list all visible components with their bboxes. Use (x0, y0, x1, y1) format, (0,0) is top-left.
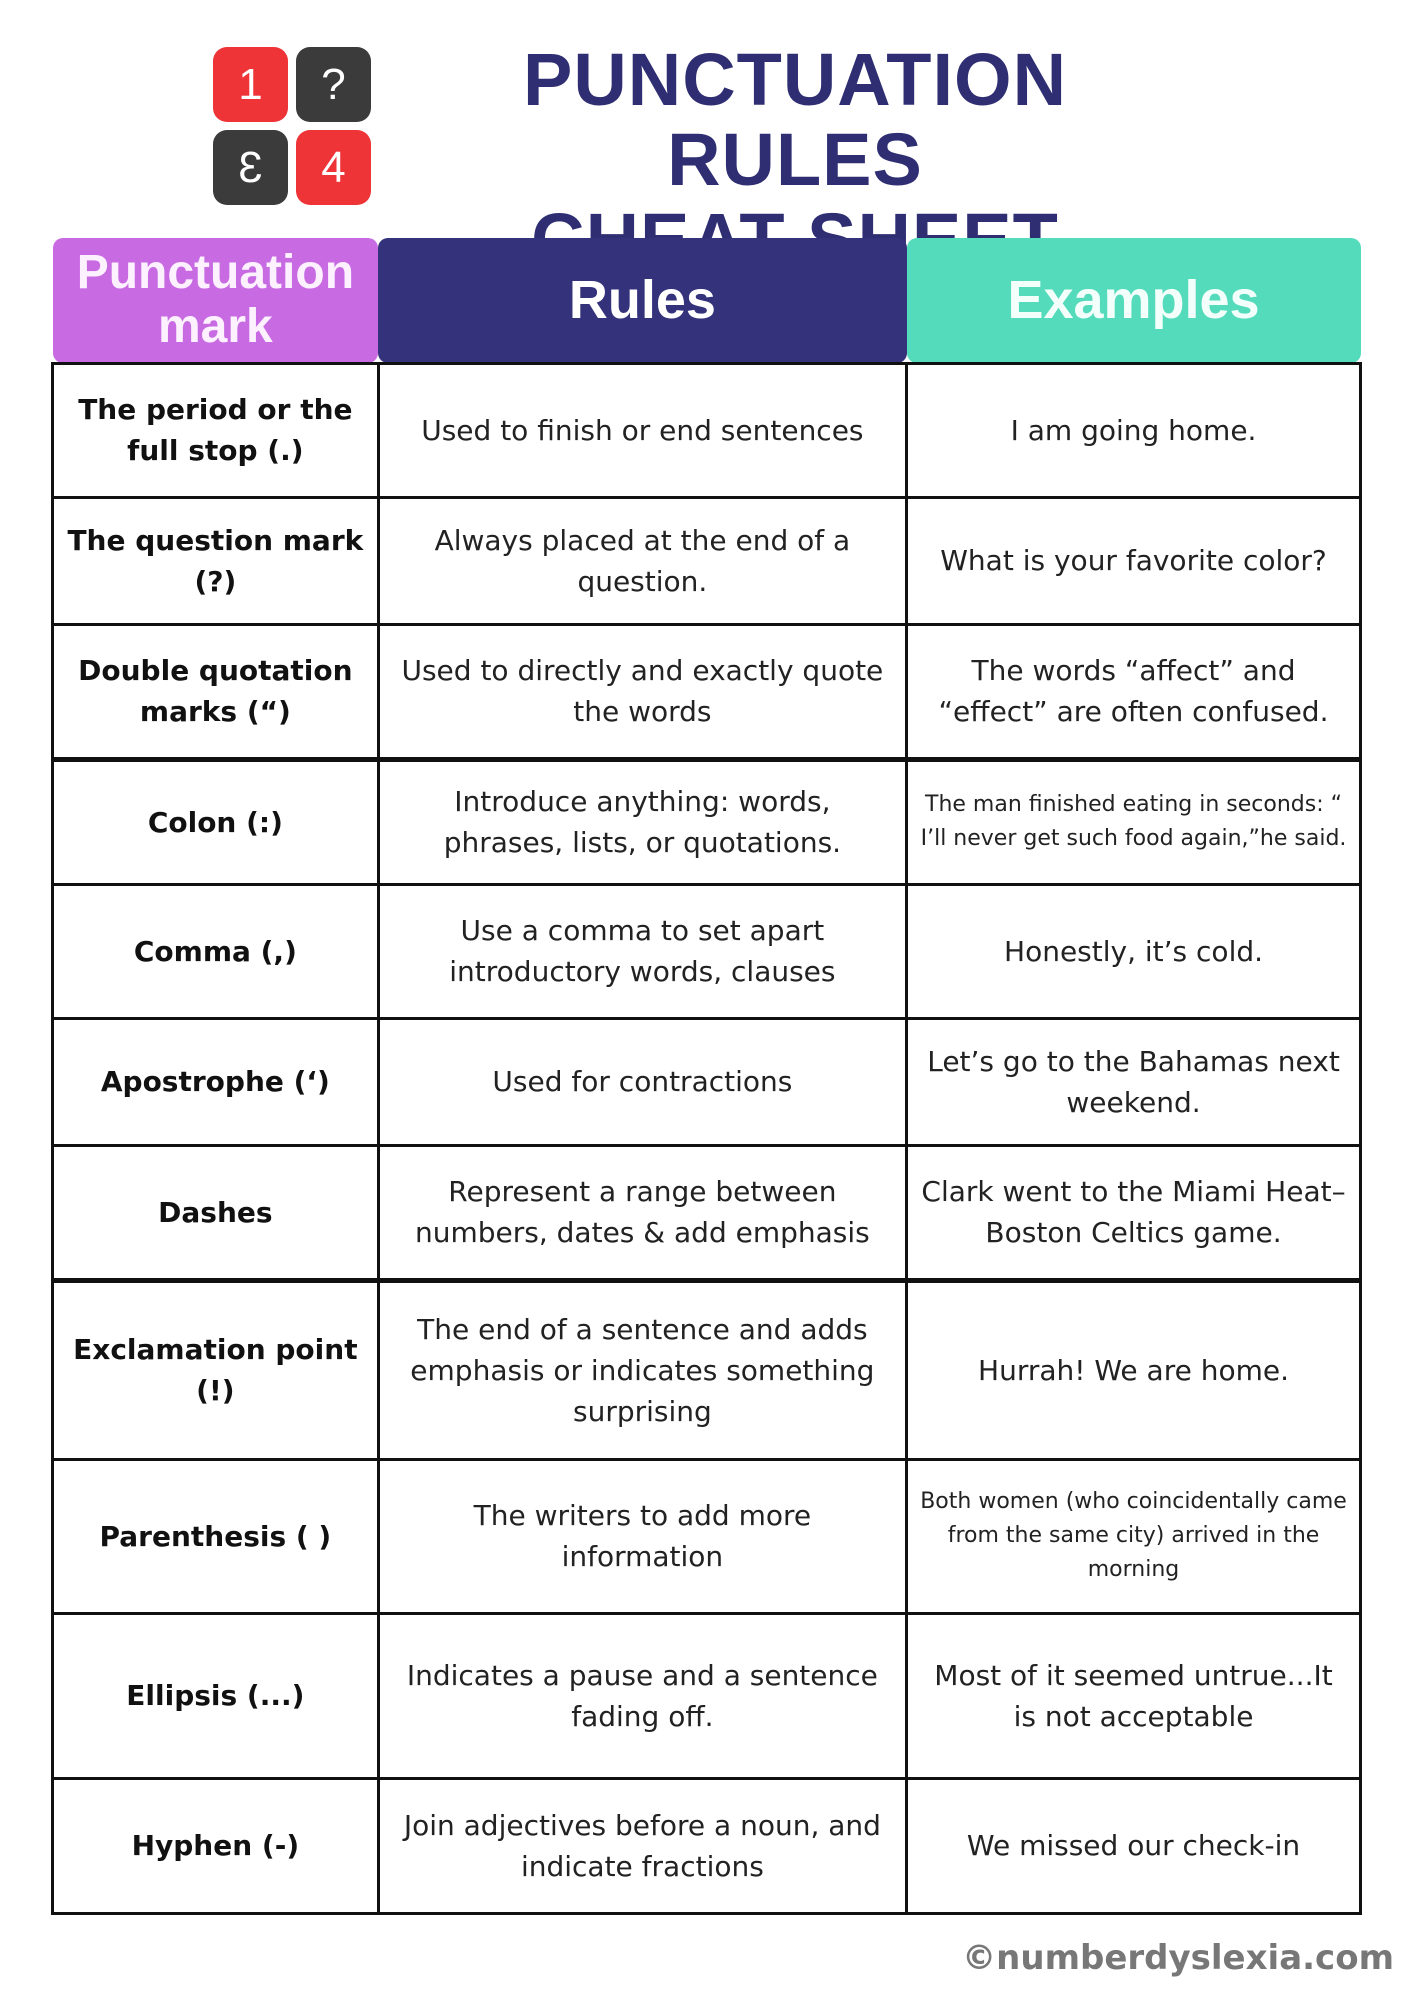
example-cell: Most of it seemed untrue...It is not acc… (905, 1611, 1362, 1780)
punctuation-mark-cell: Double quotation marks (“) (51, 622, 380, 761)
logo-tile-4: 4 (296, 130, 371, 205)
rule-cell: Represent a range between numbers, dates… (376, 1143, 909, 1282)
table-row: Colon (:) Introduce anything: words, phra… (51, 756, 1362, 886)
logo: 1 ? 3 4 (213, 47, 371, 205)
example-cell: Hurrah! We are home. (905, 1277, 1362, 1461)
punctuation-mark-cell: The period or the full stop (.) (51, 361, 380, 499)
title-line-1: PUNCTUATION RULES (522, 38, 1068, 201)
copyright-footer: ©numberdyslexia.com (962, 1938, 1394, 1978)
punctuation-mark-cell: The question mark (?) (51, 495, 380, 626)
table-row: Ellipsis (...) Indicates a pause and a se… (51, 1611, 1362, 1780)
table-row: The period or the full stop (.) Used to f… (51, 361, 1362, 499)
header-rules: Rules (378, 238, 907, 363)
rule-cell: Join adjectives before a noun, and indic… (376, 1776, 909, 1915)
table-row: Double quotation marks (“) Used to direct… (51, 622, 1362, 761)
table-row: Dashes Represent a range between numbers,… (51, 1143, 1362, 1282)
punctuation-mark-cell: Exclamation point (!) (51, 1277, 380, 1461)
table-row: Exclamation point (!) The end of a senten… (51, 1277, 1362, 1461)
rule-cell: Used to directly and exactly quote the w… (376, 622, 909, 761)
rule-cell: Indicates a pause and a sentence fading … (376, 1611, 909, 1780)
punctuation-table: Punctuation mark Rules Examples The peri… (51, 238, 1362, 1915)
rule-cell: Used for contractions (376, 1016, 909, 1147)
table-row: Hyphen (-) Join adjectives before a noun,… (51, 1776, 1362, 1915)
punctuation-mark-cell: Ellipsis (...) (51, 1611, 380, 1780)
punctuation-mark-cell: Dashes (51, 1143, 380, 1282)
example-cell: The man finished eating in seconds: “ I’… (905, 756, 1362, 886)
punctuation-mark-cell: Colon (:) (51, 756, 380, 886)
logo-tile-1: 1 (213, 47, 288, 122)
example-cell: We missed our check-in (905, 1776, 1362, 1915)
example-cell: Clark went to the Miami Heat–Boston Celt… (905, 1143, 1362, 1282)
punctuation-mark-cell: Parenthesis ( ) (51, 1457, 380, 1615)
example-cell: I am going home. (905, 361, 1362, 499)
example-cell: What is your favorite color? (905, 495, 1362, 626)
header-examples: Examples (906, 238, 1361, 363)
example-cell: Let’s go to the Bahamas next weekend. (905, 1016, 1362, 1147)
table-row: Comma (,) Use a comma to set apart introd… (51, 882, 1362, 1020)
punctuation-mark-cell: Hyphen (-) (51, 1776, 380, 1915)
rule-cell: Use a comma to set apart introductory wo… (376, 882, 909, 1020)
table-row: Parenthesis ( ) The writers to add more i… (51, 1457, 1362, 1615)
table-row: Apostrophe (‘) Used for contractions Let’s… (51, 1016, 1362, 1147)
rule-cell: Used to finish or end sentences (376, 361, 909, 499)
example-cell: Honestly, it’s cold. (905, 882, 1362, 1020)
example-cell: The words “affect” and “effect” are ofte… (905, 622, 1362, 761)
rule-cell: Introduce anything: words, phrases, list… (376, 756, 909, 886)
header-punctuation-mark: Punctuation mark (52, 238, 379, 363)
logo-tile-3: 3 (213, 130, 288, 205)
example-cell: Both women (who coincidentally came from… (905, 1457, 1362, 1615)
logo-tile-question: ? (296, 47, 371, 122)
table-row: The question mark (?) Always placed at th… (51, 495, 1362, 626)
punctuation-mark-cell: Comma (,) (51, 882, 380, 1020)
rule-cell: The writers to add more information (376, 1457, 909, 1615)
rule-cell: Always placed at the end of a question. (376, 495, 909, 626)
punctuation-mark-cell: Apostrophe (‘) (51, 1016, 380, 1147)
rule-cell: The end of a sentence and adds emphasis … (376, 1277, 909, 1461)
